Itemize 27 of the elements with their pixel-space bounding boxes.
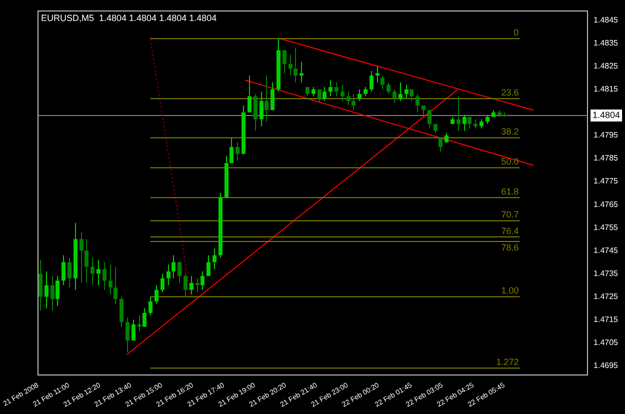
y-tick-label: 1.4815 bbox=[594, 84, 619, 94]
series-label: 76.4 bbox=[501, 226, 519, 236]
y-tick-label: 1.4775 bbox=[594, 176, 619, 186]
series-label: 78.6 bbox=[501, 242, 519, 252]
series-label: 23.6 bbox=[501, 88, 519, 98]
y-tick-label: 1.4795 bbox=[594, 130, 619, 140]
y-tick-label: 1.4755 bbox=[594, 222, 619, 232]
series-label: 1.272 bbox=[496, 357, 519, 368]
series-label: 0 bbox=[514, 28, 519, 38]
y-tick-label: 1.4745 bbox=[594, 246, 619, 255]
ref-line-label: 1.4804 bbox=[592, 110, 620, 120]
y-tick-label: 1.4845 bbox=[594, 15, 619, 24]
y-tick-label: 1.4725 bbox=[594, 292, 619, 301]
series-label: 38.2 bbox=[501, 126, 519, 137]
series-label: 1.00 bbox=[501, 286, 519, 296]
y-tick-label: 1.4705 bbox=[594, 338, 619, 348]
y-tick-label: 1.4835 bbox=[594, 38, 619, 48]
y-tick-label: 1.4715 bbox=[594, 314, 619, 324]
y-tick-label: 1.4695 bbox=[594, 361, 619, 370]
series-label: 70.7 bbox=[501, 210, 519, 220]
series-label: 50.0 bbox=[501, 156, 519, 167]
series-label: 61.8 bbox=[501, 186, 519, 197]
y-tick-label: 1.4785 bbox=[594, 154, 619, 163]
y-tick-label: 1.4735 bbox=[594, 268, 619, 278]
chart-title: EURUSD,M5 1.4804 1.4804 1.4804 1.4804 bbox=[41, 12, 217, 23]
y-tick-label: 1.4765 bbox=[594, 200, 619, 209]
y-tick-label: 1.4825 bbox=[594, 62, 619, 71]
